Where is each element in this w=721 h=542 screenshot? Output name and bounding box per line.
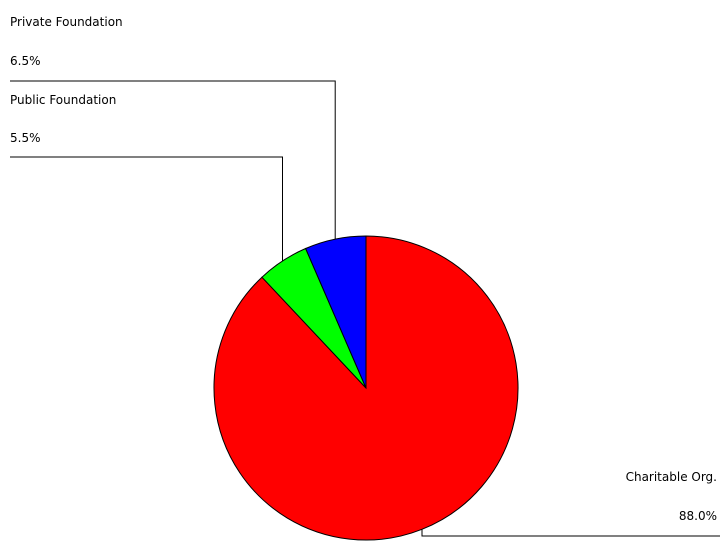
value-charitable-org: 88.0%	[679, 509, 717, 523]
leader-line-private-foundation	[10, 80, 336, 240]
pie-slices	[213, 235, 519, 541]
label-public-foundation: Public Foundation	[10, 93, 116, 107]
leader-line-charitable-org	[421, 529, 720, 537]
leader-line-public-foundation	[10, 156, 283, 261]
value-private-foundation: 6.5%	[10, 54, 41, 68]
pie-slice-private-foundation	[304, 235, 367, 389]
value-public-foundation: 5.5%	[10, 131, 41, 145]
label-private-foundation: Private Foundation	[10, 15, 123, 29]
leader-lines	[10, 80, 720, 537]
label-charitable-org: Charitable Org.	[626, 470, 717, 484]
